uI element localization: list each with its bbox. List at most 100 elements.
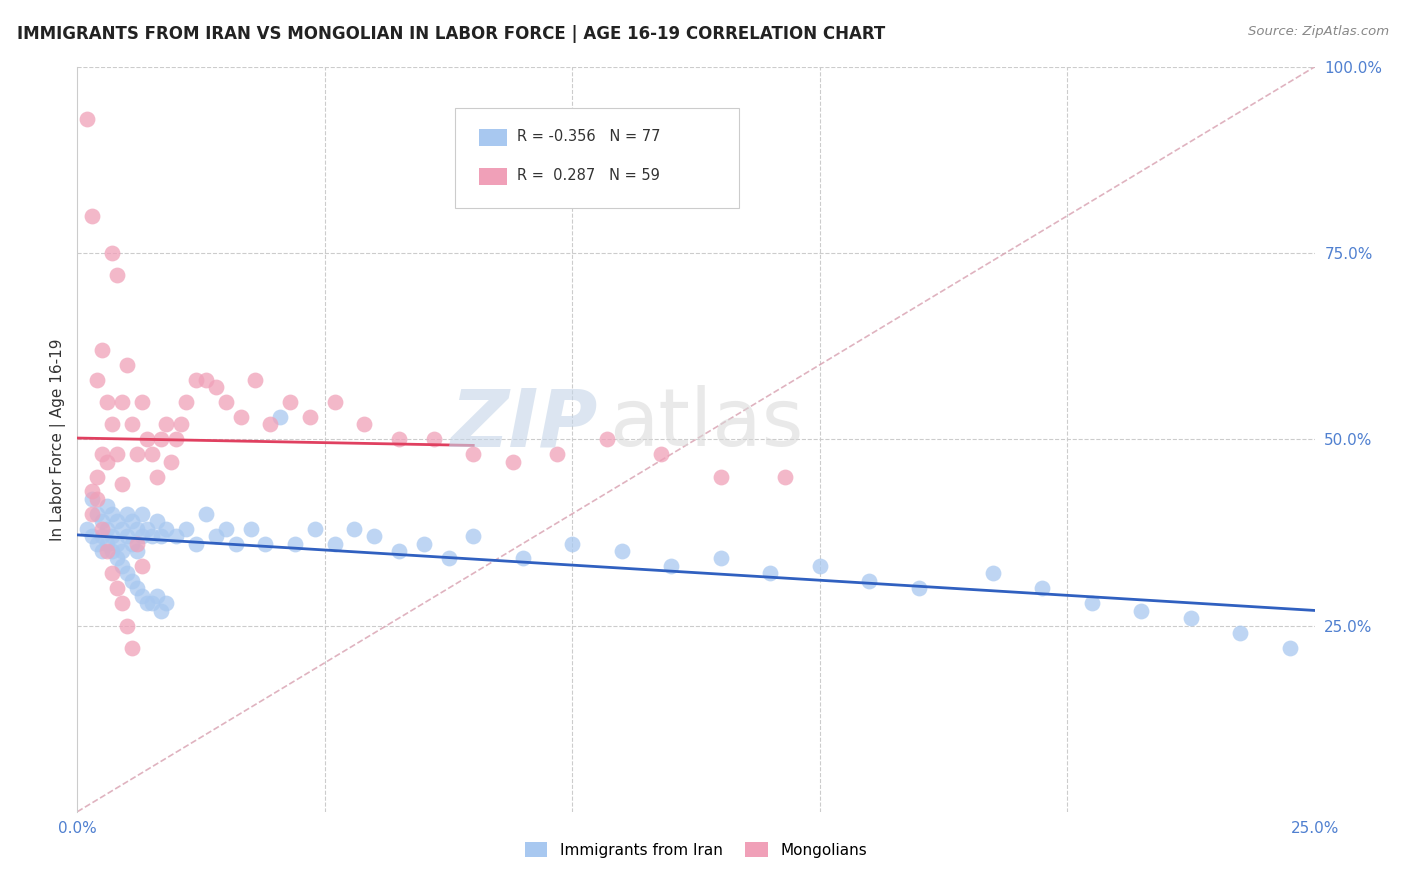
Point [105,447,128,461]
Point [125,522,148,536]
Point [91,343,114,357]
Point [759,566,782,581]
Point [131,589,153,603]
Point [284,536,307,550]
Point [174,522,197,536]
Point [254,536,277,550]
Point [105,582,128,596]
Point [808,558,831,573]
Point [141,529,163,543]
Point [343,522,366,536]
Point [1278,640,1301,655]
Point [131,558,153,573]
Point [121,536,143,550]
Point [111,558,134,573]
Point [205,380,228,394]
Legend: Immigrants from Iran, Mongolians: Immigrants from Iran, Mongolians [519,836,873,863]
Point [91,544,114,558]
Point [111,544,134,558]
Point [96,536,118,550]
Point [125,544,148,558]
Point [82,529,104,543]
Point [215,522,238,536]
Point [111,522,134,536]
Point [184,536,207,550]
Point [195,373,218,387]
Point [150,433,173,447]
Point [121,574,143,588]
Point [145,469,167,483]
Point [150,529,173,543]
Point [115,566,138,581]
Point [105,551,128,566]
Point [121,640,143,655]
Point [111,596,134,610]
Point [502,455,524,469]
Text: Source: ZipAtlas.com: Source: ZipAtlas.com [1249,25,1389,38]
Point [86,536,108,550]
Point [229,409,252,424]
Point [86,469,108,483]
Point [82,507,104,521]
Point [96,500,118,514]
Point [96,544,118,558]
Point [86,491,108,506]
Point [131,395,153,409]
Point [1229,626,1251,640]
Point [205,529,228,543]
Point [773,469,796,483]
Point [225,536,247,550]
Point [155,417,177,432]
FancyBboxPatch shape [479,129,506,146]
Point [105,268,128,283]
Point [981,566,1004,581]
Point [155,522,177,536]
Y-axis label: In Labor Force | Age 16-19: In Labor Force | Age 16-19 [51,338,66,541]
Text: R =  0.287   N = 59: R = 0.287 N = 59 [516,169,659,183]
Text: R = -0.356   N = 77: R = -0.356 N = 77 [516,129,659,145]
Point [135,522,157,536]
Point [91,529,114,543]
Point [561,536,583,550]
Point [155,596,177,610]
Point [1081,596,1104,610]
Point [91,522,114,536]
Point [125,447,148,461]
Point [150,604,173,618]
Point [388,433,411,447]
Point [650,447,672,461]
Point [111,477,134,491]
Point [76,112,98,126]
Point [195,507,218,521]
Point [710,551,733,566]
Point [101,246,124,260]
Point [86,507,108,521]
Point [165,529,187,543]
Point [546,447,568,461]
Point [1130,604,1153,618]
Point [82,491,104,506]
Point [76,522,98,536]
Point [96,455,118,469]
Point [131,529,153,543]
Point [101,544,124,558]
Point [184,373,207,387]
Point [165,433,187,447]
Point [160,455,183,469]
Point [907,582,929,596]
Point [170,417,193,432]
Point [141,596,163,610]
Point [437,551,460,566]
Point [298,409,321,424]
Point [145,514,167,528]
Point [463,529,485,543]
Point [388,544,411,558]
Point [710,469,733,483]
Point [135,596,157,610]
FancyBboxPatch shape [454,108,740,209]
Point [101,566,124,581]
Point [111,395,134,409]
Point [101,507,124,521]
Point [412,536,434,550]
Point [131,507,153,521]
